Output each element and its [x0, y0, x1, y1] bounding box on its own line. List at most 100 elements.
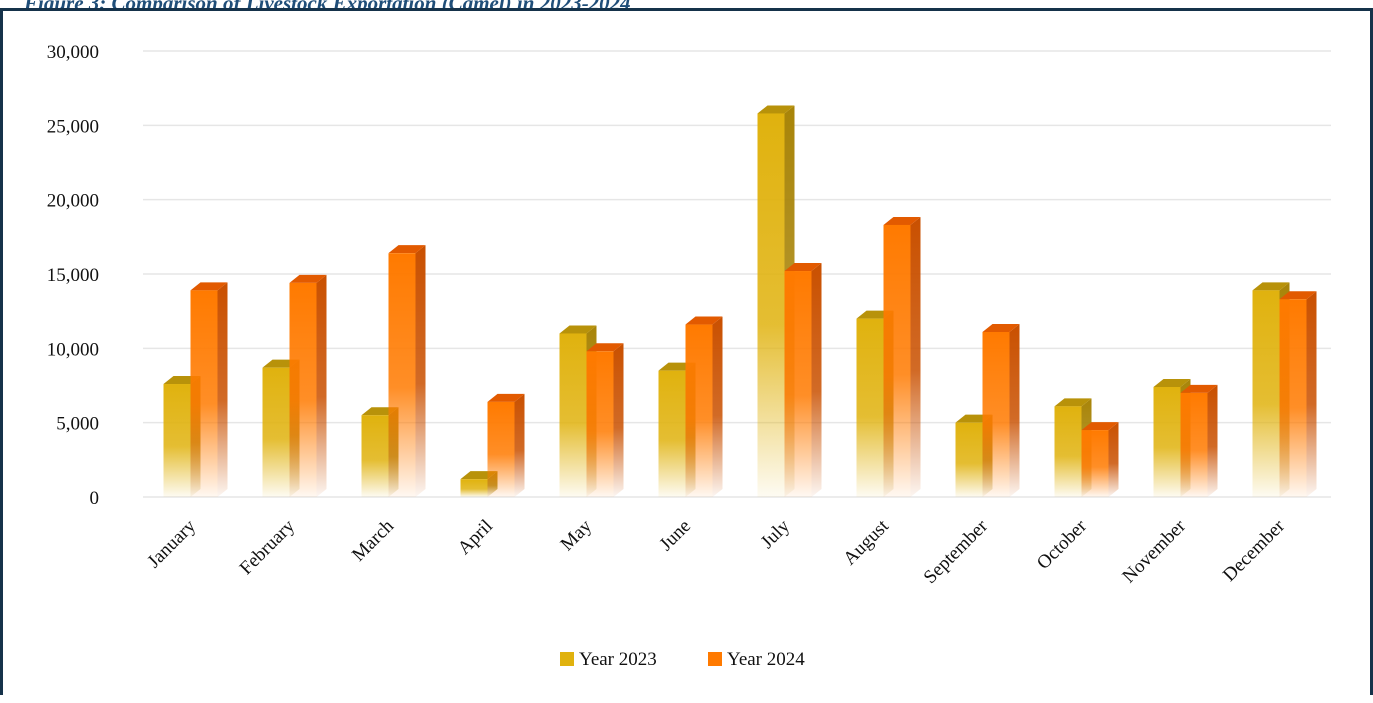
bar-top [757, 105, 795, 114]
bars [163, 105, 1317, 497]
bar-front [1054, 406, 1082, 497]
y-tick-label: 15,000 [47, 265, 99, 286]
bar-side [1306, 291, 1317, 497]
bar-side [415, 245, 426, 497]
bar-top [784, 263, 822, 272]
bar-top [1153, 378, 1191, 387]
bar-group [361, 245, 426, 497]
bar-top [685, 316, 723, 325]
bar-group [460, 393, 525, 497]
chart-frame: 30,000 25,000 20,000 15,000 10,000 5,000 0 Jan… [0, 8, 1373, 695]
bar-top [1180, 384, 1218, 393]
gridlines [143, 50, 1331, 498]
x-tick-label: January [143, 515, 200, 572]
bar-front [460, 479, 488, 497]
bar-top [1054, 398, 1092, 407]
bar-front [1279, 299, 1307, 497]
bar-2024 [784, 263, 822, 497]
bar-front [289, 282, 317, 497]
bar-front [1153, 386, 1181, 497]
bar-front [757, 113, 785, 497]
x-tick-label: May [557, 515, 597, 555]
bar-front [883, 224, 911, 497]
y-tick-label: 20,000 [47, 191, 99, 212]
bar-front [190, 290, 218, 497]
bar-top [559, 325, 597, 334]
bar-chart: 30,000 25,000 20,000 15,000 10,000 5,000 0 Jan… [47, 42, 1331, 670]
bar-side [1009, 323, 1020, 497]
bar-top [487, 393, 525, 402]
legend-item-2023: Year 2023 [560, 649, 657, 670]
x-tick-label: July [757, 515, 795, 553]
y-tick-label: 25,000 [47, 116, 99, 137]
bar-group [856, 216, 921, 497]
bar-front [163, 384, 191, 497]
bar-side [217, 282, 228, 497]
bar-front [658, 370, 686, 497]
bar-front [361, 415, 389, 497]
bar-side [811, 263, 822, 497]
bar-group [658, 316, 723, 497]
bar-side [613, 343, 624, 497]
x-tick-label: March [348, 515, 398, 565]
x-tick-label: October [1033, 515, 1092, 574]
x-tick-label: April [454, 516, 497, 559]
bar-group [262, 274, 327, 497]
bar-group [757, 105, 822, 497]
x-tick-label: June [656, 516, 695, 555]
bar-2024 [685, 316, 723, 497]
x-axis-categories: January February March April May June July Augu… [143, 515, 1289, 588]
bar-side [712, 316, 723, 497]
legend-swatch [708, 652, 722, 666]
legend-label: Year 2023 [579, 649, 657, 670]
legend-swatch [560, 652, 574, 666]
bar-top [1252, 282, 1290, 291]
bar-side [316, 274, 327, 497]
bar-top [883, 216, 921, 225]
x-tick-label: December [1219, 515, 1290, 586]
y-axis-ticks: 30,000 25,000 20,000 15,000 10,000 5,000 0 [47, 42, 99, 509]
bar-front [1252, 290, 1280, 497]
bar-2024 [289, 274, 327, 497]
y-tick-label: 30,000 [47, 42, 99, 63]
bar-side [1108, 422, 1119, 497]
bar-group [1054, 398, 1119, 497]
bar-2024 [1279, 291, 1317, 497]
x-tick-label: February [236, 515, 300, 579]
bar-front [559, 333, 587, 497]
legend: Year 2023 Year 2024 [560, 649, 805, 670]
bar-top [190, 282, 228, 291]
bar-top [289, 274, 327, 283]
y-tick-label: 5,000 [56, 414, 99, 435]
bar-group [1252, 282, 1317, 497]
bar-side [514, 393, 525, 497]
bar-2024 [487, 393, 525, 497]
y-tick-label: 10,000 [47, 339, 99, 360]
bar-side [910, 216, 921, 497]
y-tick-label: 0 [90, 488, 100, 509]
bar-front [856, 318, 884, 497]
bar-top [388, 245, 426, 254]
bar-group [163, 282, 228, 497]
bar-front [784, 271, 812, 497]
bar-2024 [1180, 384, 1218, 497]
bar-top [1279, 291, 1317, 300]
bar-2024 [586, 343, 624, 497]
bar-top [586, 343, 624, 352]
bar-2024 [883, 216, 921, 497]
bar-front [487, 401, 515, 497]
bar-group [559, 325, 624, 497]
bar-2024 [388, 245, 426, 497]
bar-front [262, 367, 290, 497]
bar-group [1153, 378, 1218, 497]
bar-top [982, 323, 1020, 332]
bar-front [982, 331, 1010, 497]
bar-2024 [1081, 422, 1119, 497]
bar-2024 [982, 323, 1020, 497]
x-tick-label: September [920, 515, 993, 588]
bar-side [1207, 384, 1218, 497]
bar-top [1081, 422, 1119, 431]
bar-front [1180, 392, 1208, 497]
bar-front [1081, 430, 1109, 497]
bar-front [388, 253, 416, 497]
